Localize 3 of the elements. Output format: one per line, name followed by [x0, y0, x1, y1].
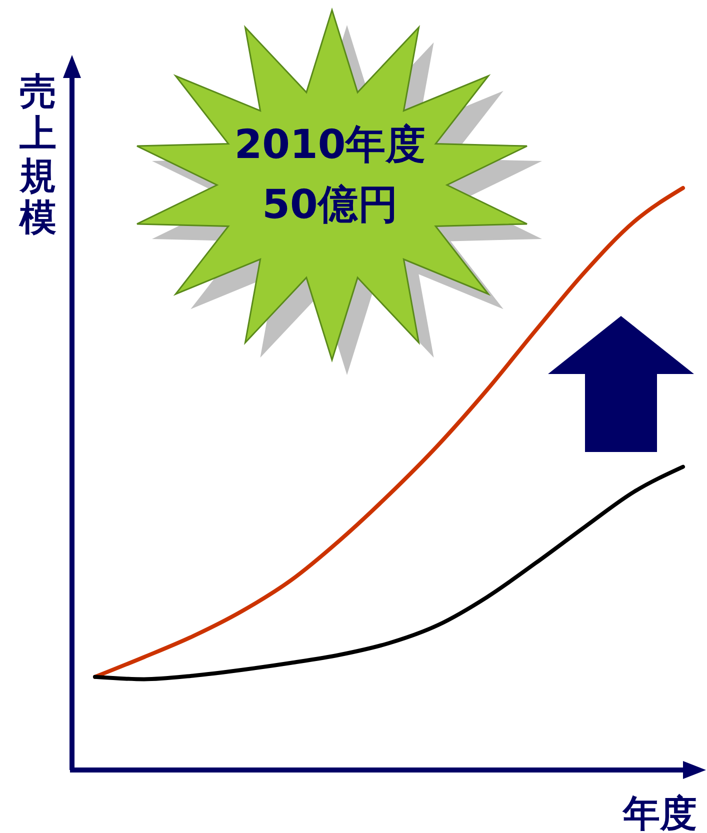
x-axis-title: 年度	[622, 792, 697, 833]
y-axis-title: 売上規模	[18, 70, 56, 239]
annotation: 2010年度 50億円	[234, 122, 426, 228]
